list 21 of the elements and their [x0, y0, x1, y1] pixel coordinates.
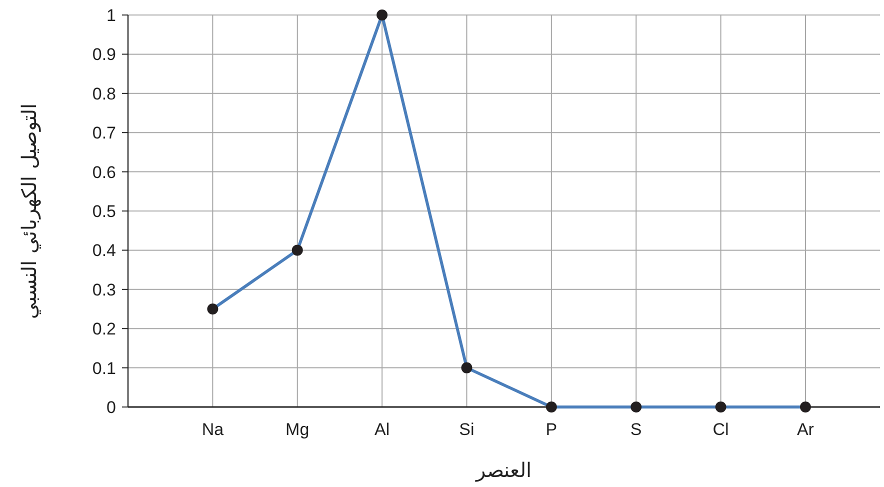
y-tick-label: 0.6: [92, 162, 116, 182]
x-tick-label: Si: [459, 420, 474, 439]
y-tick-label: 0.2: [92, 320, 116, 339]
x-tick-label: Mg: [286, 420, 310, 439]
y-tick-label: 0.4: [92, 241, 116, 260]
y-tick-label: 0: [106, 398, 116, 417]
x-tick-label: Na: [202, 420, 224, 439]
x-tick-label: Al: [374, 420, 390, 439]
y-axis-title: التوصيل الكهربائي النسبي: [17, 103, 41, 319]
y-tick-label: 0.5: [92, 202, 116, 221]
y-tick-label: 0.7: [92, 124, 116, 143]
x-tick-label: Cl: [712, 420, 729, 439]
y-tick-label: 0.9: [92, 45, 116, 64]
x-tick-label: P: [546, 420, 558, 439]
x-axis-title: العنصر: [475, 458, 532, 482]
y-tick-label: 1: [106, 6, 116, 25]
x-tick-label: Ar: [796, 420, 814, 439]
y-tick-label: 0.1: [92, 358, 116, 378]
y-tick-label: 0.8: [92, 84, 116, 104]
y-tick-label: 0.3: [92, 280, 116, 300]
x-tick-label: S: [630, 420, 642, 439]
